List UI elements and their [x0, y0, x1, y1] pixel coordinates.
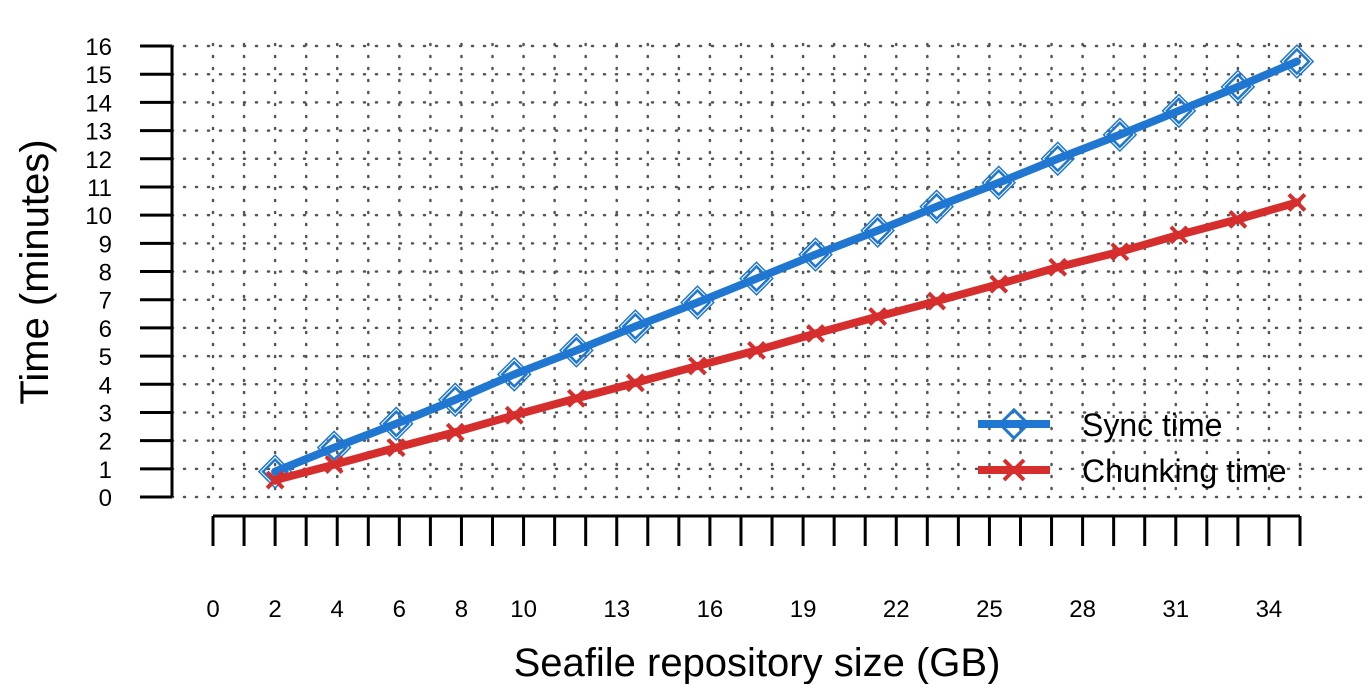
data-point-diamond [1161, 93, 1197, 129]
x-tick-label: 34 [1256, 596, 1283, 623]
data-point-x [386, 438, 406, 458]
y-tick-label: 5 [99, 344, 112, 371]
data-point-x [688, 356, 707, 376]
x-axis: 0 2 4 6 8 10 13 16 19 22 25 28 31 34 [206, 514, 1302, 623]
y-tick-label: 7 [99, 288, 112, 315]
data-point-diamond [860, 213, 895, 248]
data-point-x [625, 373, 645, 393]
data-point-diamond [1220, 69, 1256, 105]
data-point-x [1048, 257, 1068, 277]
data-point-x [566, 388, 586, 408]
x-tick-label: 25 [976, 596, 1003, 623]
y-tick-label: 14 [85, 90, 112, 117]
data-point-diamond [798, 237, 833, 272]
y-tick-label: 2 [99, 429, 112, 456]
series-chunking-time [265, 193, 1307, 490]
data-point-diamond [559, 333, 594, 368]
data-point-x [265, 470, 285, 490]
x-tick-label: 22 [883, 596, 910, 623]
y-tick-label: 1 [99, 457, 112, 484]
y-tick-label: 0 [99, 485, 112, 512]
x-tick-label: 4 [331, 596, 344, 623]
data-point-diamond [378, 406, 414, 442]
data-point-diamond [437, 382, 473, 418]
y-tick-label: 15 [85, 62, 112, 89]
diamond-marker-icon [997, 407, 1031, 441]
data-point-x [1228, 209, 1248, 229]
data-point-diamond [680, 285, 715, 320]
data-point-x [989, 274, 1009, 294]
x-tick-label: 2 [268, 596, 281, 623]
data-point-diamond [1102, 117, 1138, 153]
data-point-diamond [316, 430, 352, 465]
x-tick-label: 10 [510, 596, 537, 623]
series-line [271, 198, 1301, 485]
data-point-x [504, 405, 524, 425]
data-point-diamond [618, 309, 653, 344]
data-point-x [1287, 193, 1307, 212]
data-point-x [445, 422, 465, 442]
series-sync-time [257, 44, 1315, 489]
x-tick-label: 31 [1162, 596, 1189, 623]
x-tick-label: 28 [1069, 596, 1096, 623]
x-tick-label: 13 [603, 596, 630, 623]
y-tick-label: 8 [99, 260, 112, 287]
series-layer [257, 44, 1315, 490]
grid [170, 42, 1368, 499]
data-point-x [747, 341, 766, 360]
y-tick-label: 4 [99, 372, 112, 399]
data-point-diamond [919, 189, 954, 224]
y-tick-label: 13 [85, 119, 112, 146]
y-tick-label: 10 [85, 203, 112, 230]
legend-label-chunking: Chunking time [1082, 453, 1287, 489]
data-point-diamond [981, 165, 1017, 201]
data-point-diamond [1040, 141, 1076, 177]
x-tick-label: 19 [790, 596, 817, 623]
y-tick-label: 16 [85, 34, 112, 61]
data-point-x [927, 291, 947, 311]
y-tick-label: 3 [99, 400, 112, 427]
legend: Sync time Chunking time [978, 407, 1287, 489]
series-line [271, 57, 1301, 476]
legend-label-sync: Sync time [1082, 407, 1222, 443]
data-point-x [806, 324, 825, 343]
data-point-x [324, 455, 344, 474]
legend-item-sync: Sync time [978, 407, 1222, 443]
data-point-diamond [1279, 44, 1315, 79]
legend-item-chunking: Chunking time [978, 453, 1287, 489]
data-point-diamond [496, 357, 532, 392]
y-tick-label: 6 [99, 316, 112, 343]
x-tick-label: 0 [206, 596, 219, 623]
y-tick-label: 11 [87, 175, 112, 202]
data-point-x [868, 307, 888, 327]
y-tick-label: 12 [85, 147, 112, 174]
x-tick-label: 6 [393, 596, 406, 623]
x-tick-label: 16 [697, 596, 724, 623]
data-point-x [1110, 242, 1130, 262]
x-tick-label: 8 [455, 596, 468, 623]
y-axis-title: Time (minutes) [13, 139, 57, 404]
data-point-x [1169, 225, 1189, 245]
data-point-diamond [739, 261, 774, 296]
y-tick-label: 9 [99, 231, 112, 258]
x-marker-icon [1002, 458, 1026, 482]
x-axis-title: Seafile repository size (GB) [514, 641, 1001, 684]
